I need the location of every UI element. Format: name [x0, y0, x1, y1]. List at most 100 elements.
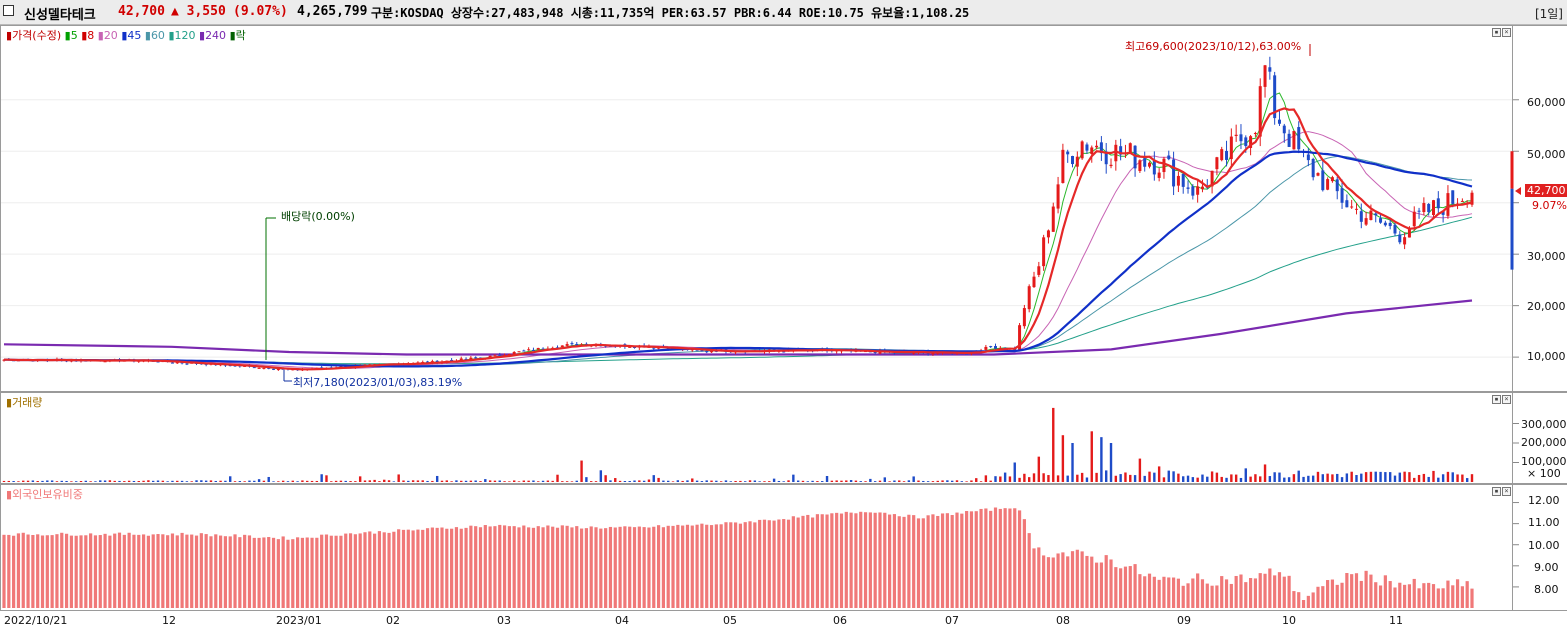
foreign-bar	[1326, 580, 1330, 608]
foreign-bar	[661, 527, 665, 608]
candle-body	[1128, 143, 1132, 153]
foreign-bar	[940, 513, 945, 608]
volume-bar	[955, 480, 959, 482]
foreign-bar	[969, 511, 974, 608]
volume-bar	[960, 481, 964, 482]
volume-bar	[455, 480, 458, 482]
foreign-bar	[1306, 595, 1310, 608]
volume-bar	[883, 477, 886, 482]
foreign-bar	[1234, 575, 1238, 608]
candle-body	[493, 354, 497, 356]
candle-body	[1239, 134, 1243, 142]
foreign-bar	[1094, 562, 1099, 608]
foreign-bar	[31, 535, 35, 608]
foreign-bar	[921, 518, 925, 608]
foreign-bar	[1412, 578, 1416, 608]
volume-bar	[161, 480, 165, 482]
x-tick: 04	[615, 614, 629, 627]
foreign-bar	[69, 535, 73, 608]
volume-bar	[806, 481, 809, 482]
foreign-bar	[1287, 575, 1291, 608]
foreign-bar	[825, 514, 829, 608]
candle-body	[1282, 125, 1286, 134]
foreign-bar	[257, 537, 261, 608]
minimize-icon[interactable]: ▪	[1492, 28, 1501, 37]
foreign-bar	[729, 522, 733, 608]
volume-tick: × 100	[1527, 467, 1561, 480]
legend-label: 45	[127, 29, 145, 42]
period-selector[interactable]: [1일]	[1534, 7, 1563, 21]
volume-bar	[931, 481, 935, 482]
volume-bar	[1413, 477, 1416, 482]
volume-bar	[74, 481, 78, 482]
volume-bar	[965, 481, 968, 482]
minimize-icon[interactable]: ▪	[1492, 487, 1501, 496]
stock-name[interactable]: 신성델타테크	[24, 8, 96, 23]
volume-bar	[219, 480, 222, 482]
volume-bar	[1292, 474, 1296, 482]
foreign-bar	[26, 534, 30, 608]
foreign-bar	[141, 534, 146, 608]
candle-body	[1470, 192, 1474, 205]
volume-bar	[1172, 471, 1175, 482]
foreign-bar	[676, 524, 680, 608]
foreign-bar	[161, 534, 165, 608]
volume-bar	[224, 480, 227, 482]
foreign-bar	[382, 532, 386, 608]
foreign-tick: 9.00	[1534, 561, 1559, 574]
minimize-icon[interactable]: ▪	[1492, 395, 1501, 404]
legend-swatch: ▮	[144, 29, 151, 42]
foreign-bar	[830, 513, 834, 608]
high-annotation: 최고69,600(2023/10/12),63.00%	[1125, 40, 1302, 53]
candle-body	[1099, 142, 1103, 154]
close-icon[interactable]: ×	[1502, 395, 1511, 404]
close-icon[interactable]: ×	[1502, 487, 1511, 496]
volume-bar	[103, 480, 107, 482]
volume-bar	[1249, 476, 1252, 482]
volume-bar	[320, 474, 323, 482]
volume-bar	[984, 475, 988, 482]
volume-bar	[1451, 472, 1454, 482]
volume-bar	[1182, 476, 1185, 482]
volume-bar	[1384, 472, 1387, 482]
ma240-line	[3, 299, 1473, 356]
foreign-bar	[377, 531, 382, 608]
foreign-bar	[907, 514, 911, 608]
volume-bar	[310, 480, 314, 482]
volume-bar	[1095, 472, 1098, 482]
volume-bar	[1105, 470, 1108, 482]
volume-bar	[782, 481, 785, 482]
volume-bar	[768, 481, 771, 482]
foreign-bar	[527, 527, 531, 608]
foreign-bar	[1196, 573, 1200, 608]
select-checkbox[interactable]	[3, 5, 14, 16]
foreign-bar	[1427, 582, 1431, 608]
close-icon[interactable]: ×	[1502, 28, 1511, 37]
candle-body	[1210, 170, 1214, 187]
volume-bar	[753, 480, 757, 482]
foreign-bar	[608, 526, 613, 608]
foreign-bar	[430, 527, 434, 608]
volume-bar	[1234, 474, 1238, 482]
foreign-bar	[1133, 564, 1137, 608]
foreign-tick: 10.00	[1528, 539, 1560, 552]
volume-bar	[1326, 473, 1329, 482]
volume-bar	[41, 480, 44, 482]
foreign-bar	[1345, 573, 1349, 608]
volume-tick: 300,000	[1521, 418, 1567, 431]
foreign-bar	[348, 533, 353, 608]
volume-bar	[662, 480, 665, 482]
candle-body	[1066, 151, 1070, 155]
foreign-bar	[204, 534, 208, 608]
foreign-bar	[1176, 578, 1180, 608]
foreign-bar	[1451, 585, 1455, 608]
volume-bar	[975, 478, 978, 482]
candle-body	[628, 346, 632, 348]
legend-swatch: ▮	[229, 29, 236, 42]
volume-bar	[1331, 474, 1334, 482]
foreign-bar	[993, 507, 998, 608]
volume-bar	[537, 481, 540, 482]
price-panel[interactable]	[0, 25, 1513, 392]
volume-panel[interactable]	[0, 392, 1513, 484]
foreign-bar	[517, 527, 521, 608]
